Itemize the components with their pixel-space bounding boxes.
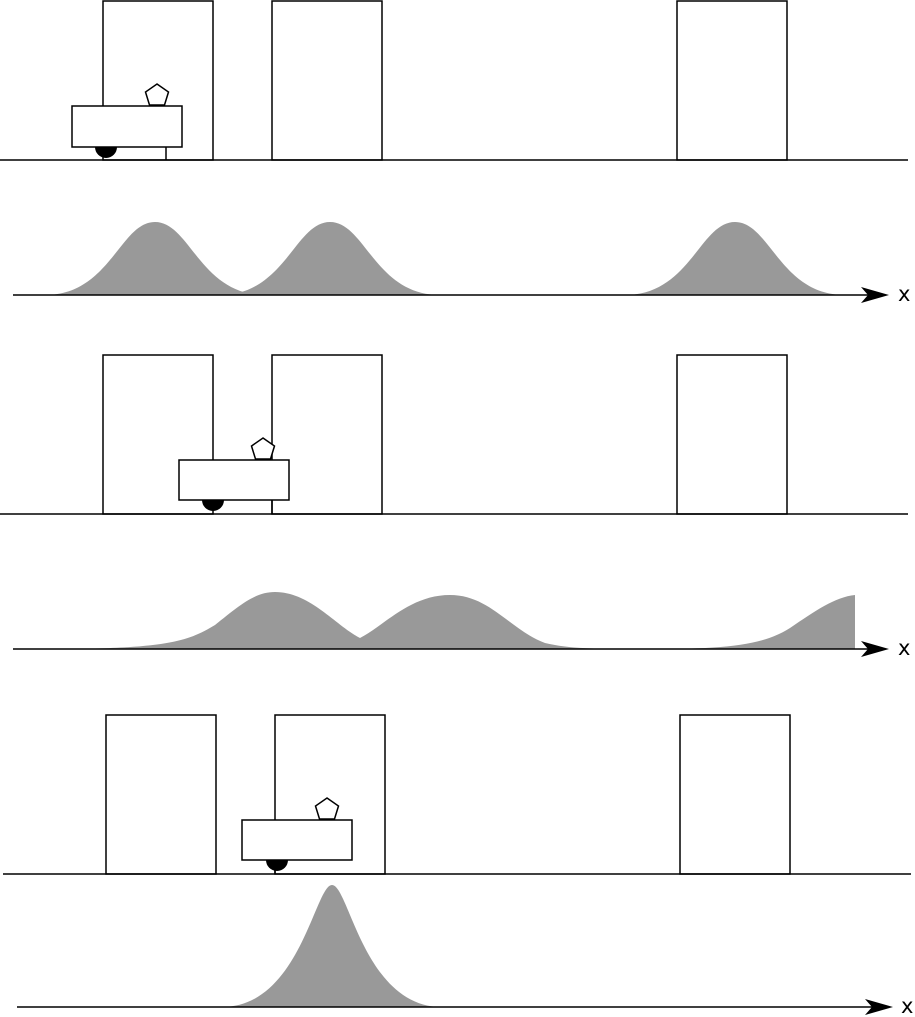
stage-1-scene [0,0,908,161]
belief-peak [220,222,440,295]
door-2 [271,0,383,161]
door-3 [676,354,788,515]
door-2 [271,354,383,515]
robot-sensor-icon [144,83,170,106]
robot-body [71,105,183,148]
robot [178,437,290,514]
x-axis-arrow [861,641,889,657]
stage-1-belief: x [13,222,910,306]
robot [71,83,183,160]
x-axis-label: x [898,636,910,660]
stage-3-belief: x [17,885,913,1017]
belief-sharp-peak [222,885,442,1007]
robot-wheel [202,500,224,511]
door-1 [105,714,217,875]
robot [241,797,353,874]
belief-broad [55,592,855,649]
door-3 [676,0,788,161]
stage-2-belief: x [13,592,910,660]
door-3 [679,714,791,875]
belief-peak [625,222,845,295]
x-axis-arrow [865,999,893,1015]
x-axis-label: x [898,282,910,306]
stage-2-scene [0,354,908,515]
robot-wheel [95,147,117,158]
robot-body [178,459,290,501]
robot-body [241,819,353,861]
belief-peak [45,222,265,295]
x-axis-label: x [901,994,913,1017]
robot-sensor-icon [250,437,276,460]
x-axis-arrow [861,287,889,303]
robot-wheel [266,860,288,871]
stage-3-scene [3,714,911,875]
robot-sensor-icon [314,797,340,820]
